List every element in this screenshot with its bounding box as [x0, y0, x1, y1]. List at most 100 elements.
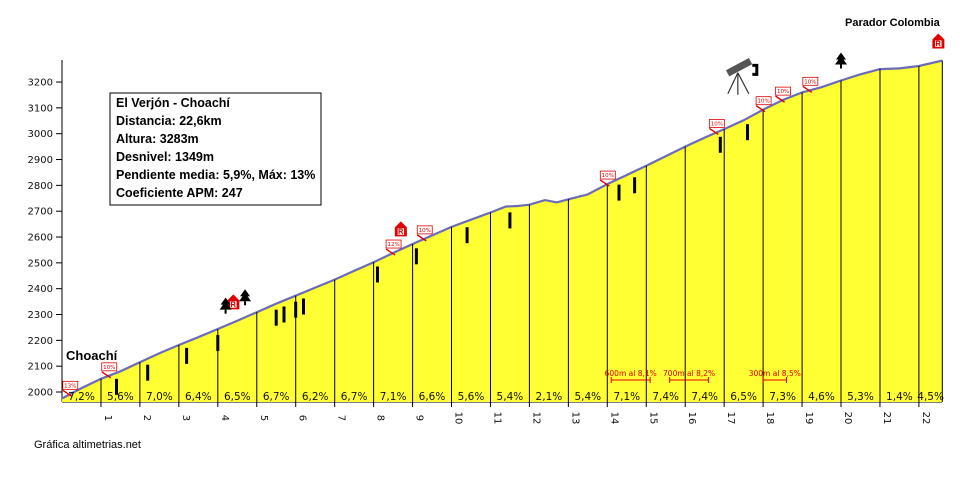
x-tick-label: 22	[920, 412, 931, 425]
road-marker	[216, 335, 220, 351]
max-grade-arrow	[416, 234, 427, 242]
start-place-label: Choachí	[66, 348, 118, 363]
segment-grade-label: 6,4%	[185, 391, 212, 403]
max-grade-tag: 10%	[599, 170, 616, 187]
restaurant-icon-letter	[231, 301, 236, 308]
x-tick-label: 21	[881, 412, 892, 425]
x-tick-label: 13	[569, 412, 580, 425]
max-grade-tag: 13%	[62, 380, 79, 397]
segment-grade-label: 4,5%	[917, 391, 944, 403]
y-tick-label: 2800	[28, 181, 53, 192]
max-grade-tag: 10%	[755, 96, 772, 113]
road-marker	[376, 266, 379, 283]
max-grade-box	[755, 96, 772, 106]
segment-grade-label: 1,4%	[886, 391, 913, 403]
max-grade-arrow	[775, 95, 785, 103]
road-marker	[508, 212, 512, 229]
end-place-label: Parador Colombia	[845, 17, 941, 29]
x-tick-label: 20	[842, 412, 853, 425]
segment-grade-label: 7,0%	[146, 391, 173, 403]
tree-icon	[835, 52, 847, 69]
segment-grade-label: 5,4%	[574, 391, 601, 403]
road-marker	[465, 227, 469, 244]
max-grade-label: 12%	[387, 242, 399, 248]
tree-icon-crown	[219, 297, 232, 310]
segment-grade-label: 6,7%	[341, 391, 368, 403]
max-grade-label: 10%	[757, 99, 769, 105]
restaurant-icon-letter	[398, 228, 404, 235]
telescope-icon-tube	[725, 58, 753, 77]
max-grade-tag: 10%	[775, 86, 791, 103]
road-marker	[274, 309, 278, 326]
x-tick-label: 6	[297, 415, 308, 421]
tree-icon	[239, 289, 252, 306]
info-line-altitude: Altura: 3283m	[116, 132, 199, 146]
max-grade-box	[599, 170, 616, 180]
info-line-gradient: Pendiente media: 5,9%, Máx: 13%	[116, 168, 315, 182]
x-tick-label: 19	[803, 412, 814, 425]
x-tick-label: 16	[686, 412, 697, 425]
info-box-frame	[109, 92, 322, 206]
x-tick-label: 14	[608, 412, 619, 425]
road-marker	[294, 301, 298, 318]
telescope-icon-leg	[737, 72, 750, 95]
max-grade-label: 10%	[419, 228, 431, 234]
x-tick-label: 7	[336, 415, 347, 421]
x-tick-label: 2	[141, 415, 152, 421]
x-tick-label: 10	[453, 412, 464, 425]
segment-grade-label: 6,5%	[730, 391, 757, 403]
y-tick-label: 2700	[28, 207, 53, 218]
road-marker	[718, 136, 722, 153]
x-tick-label: 5	[258, 415, 269, 421]
max-grade-arrow	[755, 105, 766, 113]
x-tick-label: 18	[764, 412, 775, 425]
y-tick-label: 3000	[28, 129, 53, 140]
tree-icon-crown	[239, 289, 252, 302]
segment-grade-label: 7,2%	[68, 391, 95, 403]
max-grade-box	[385, 239, 402, 249]
restaurant-icon-letter	[936, 40, 941, 47]
max-grade-box	[775, 86, 791, 96]
road-marker	[633, 177, 637, 194]
telescope-icon	[725, 58, 753, 95]
x-tick-label: 11	[491, 412, 502, 425]
road-marker	[617, 184, 621, 201]
max-grade-tag: 10%	[416, 225, 433, 242]
segment-grade-label: 6,2%	[302, 391, 329, 403]
max-grade-box	[62, 380, 79, 390]
y-tick-label: 2300	[28, 310, 53, 321]
source-credit: Gráfica altimetrias.net	[34, 439, 141, 451]
max-grade-tag: 10%	[708, 119, 725, 136]
max-grade-tag: 12%	[385, 239, 402, 256]
y-tick-label: 2100	[28, 362, 53, 373]
road-marker	[115, 378, 118, 395]
max-grade-arrow	[802, 85, 813, 93]
restaurant-icon	[394, 221, 407, 237]
restaurant-icon	[227, 294, 240, 310]
max-grade-arrow	[708, 127, 719, 136]
segment-grade-label: 5,6%	[107, 391, 134, 403]
y-tick-label: 2000	[28, 388, 53, 399]
y-tick-label: 2900	[28, 155, 53, 166]
y-tick-label: 2200	[28, 336, 53, 347]
segment-grade-label: 7,4%	[652, 391, 679, 403]
stretch-annotation-label: 600m al 8,1%	[605, 369, 657, 378]
y-tick-label: 3100	[28, 103, 53, 114]
road-marker	[302, 298, 305, 315]
stretch-annotation: 700m al 8,2%	[663, 369, 715, 383]
segment-grade-label: 4,6%	[808, 391, 835, 403]
info-line-route: El Verjón - Choachí	[116, 96, 230, 110]
restaurant-icon	[932, 33, 945, 49]
profile-line	[61, 59, 943, 400]
road-marker	[282, 306, 286, 323]
x-tick-label: 9	[414, 415, 425, 421]
road-marker	[185, 347, 189, 364]
segment-grade-label: 2,1%	[536, 391, 563, 403]
max-grade-arrow	[62, 389, 73, 397]
segment-grade-label: 7,1%	[613, 391, 640, 403]
segment-grade-label: 6,5%	[224, 391, 251, 403]
x-tick-label: 17	[725, 412, 736, 425]
tree-icon	[219, 297, 232, 314]
x-tick-label: 15	[647, 412, 658, 425]
